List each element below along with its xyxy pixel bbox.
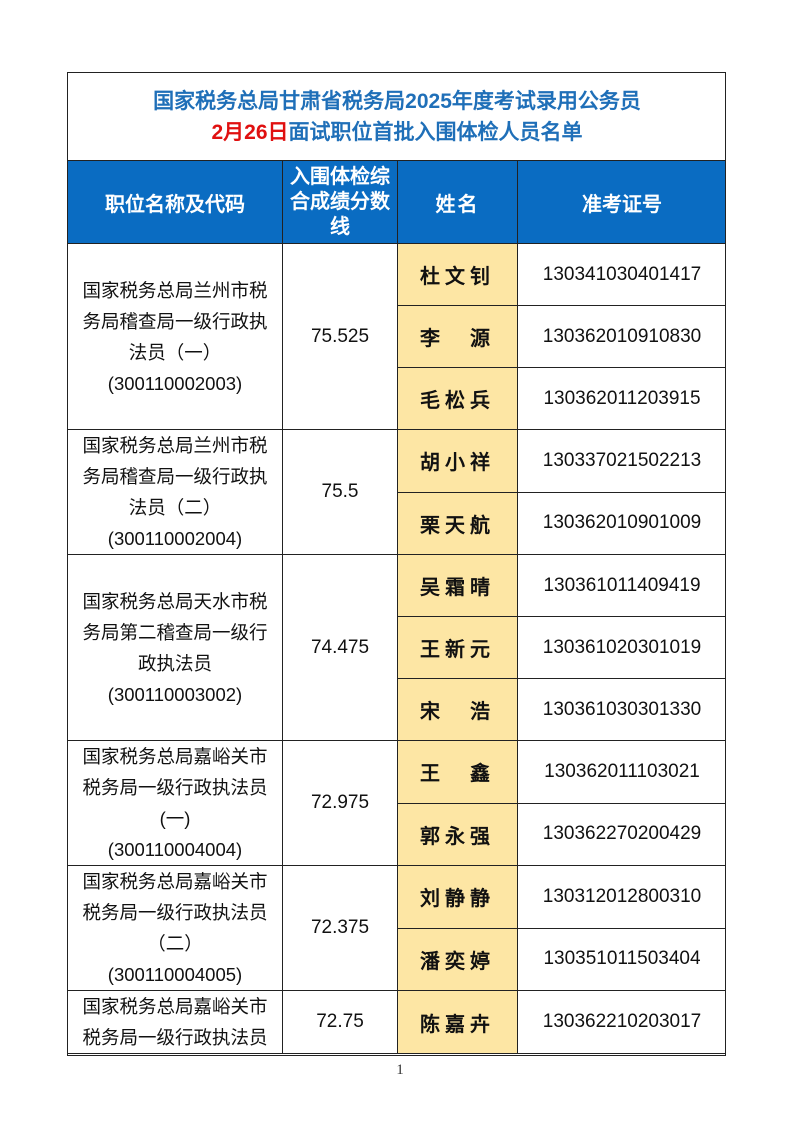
name-cell: 杜文钊 [397, 243, 518, 306]
exam-id-cell: 130361011409419 [516, 554, 725, 617]
position-cell: 国家税务总局兰州市税 务局稽查局一级行政执 法员（二） (30011000200… [68, 429, 283, 555]
page-number: 1 [396, 1062, 404, 1078]
name-cell: 宋 浩 [397, 678, 518, 741]
table-row: 潘奕婷 130351011503404 [68, 927, 725, 991]
name-cell: 郭永强 [397, 802, 518, 866]
candidate-table-frame: 国家税务总局甘肃省税务局2025年度考试录用公务员 2月26日面试职位首批入围体… [67, 72, 726, 1056]
candidate-table: 国家税务总局甘肃省税务局2025年度考试录用公务员 2月26日面试职位首批入围体… [68, 73, 725, 1054]
header-position: 职位名称及代码 [68, 160, 283, 244]
name-cell: 王 鑫 [397, 740, 518, 804]
exam-id-cell: 130362210203017 [516, 990, 725, 1054]
table-row: 国家税务总局兰州市税 务局稽查局一级行政执 法员（一） (30011000200… [68, 243, 725, 430]
score-cell: 72.375 [282, 865, 398, 991]
position-cell: 国家税务总局嘉峪关市 税务局一级行政执法员 (一) (300110004004) [68, 740, 283, 866]
title-line-2: 2月26日面试职位首批入围体检人员名单 [68, 117, 725, 148]
exam-id-cell: 130362011103021 [516, 740, 725, 804]
table-row: 国家税务总局嘉峪关市 税务局一级行政执法员 （二） (300110004005)… [68, 865, 725, 991]
name-cell: 毛松兵 [397, 367, 518, 430]
document-title: 国家税务总局甘肃省税务局2025年度考试录用公务员 2月26日面试职位首批入围体… [68, 73, 725, 161]
position-cell: 国家税务总局天水市税 务局第二稽查局一级行 政执法员 (300110003002… [68, 554, 283, 741]
table-row: 郭永强 130362270200429 [68, 802, 725, 866]
exam-id-cell: 130362011203915 [516, 367, 725, 430]
title-line-1: 国家税务总局甘肃省税务局2025年度考试录用公务员 [153, 89, 641, 113]
score-cell: 72.75 [282, 990, 398, 1054]
name-cell: 李 源 [397, 305, 518, 368]
score-cell: 72.975 [282, 740, 398, 866]
position-cell: 国家税务总局嘉峪关市 税务局一级行政执法员 [68, 990, 283, 1054]
exam-id-cell: 130351011503404 [516, 927, 725, 991]
table-row: 国家税务总局嘉峪关市 税务局一级行政执法员 72.75 陈嘉卉 13036221020… [68, 990, 725, 1054]
name-cell: 陈嘉卉 [397, 990, 518, 1054]
header-score: 入围体检综合成绩分数线 [282, 160, 398, 244]
table-row: 国家税务总局天水市税 务局第二稽查局一级行 政执法员 (300110003002… [68, 554, 725, 741]
exam-id-cell: 130362270200429 [516, 802, 725, 866]
table-row: 王新元 130361020301019 [68, 616, 725, 679]
header-name: 姓名 [397, 160, 518, 244]
position-cell: 国家税务总局嘉峪关市 税务局一级行政执法员 （二） (300110004005) [68, 865, 283, 991]
score-cell: 75.525 [282, 243, 398, 430]
name-cell: 王新元 [397, 616, 518, 679]
exam-id-cell: 130362010910830 [516, 305, 725, 368]
position-cell: 国家税务总局兰州市税 务局稽查局一级行政执 法员（一） (30011000200… [68, 243, 283, 430]
name-cell: 胡小祥 [397, 429, 518, 493]
header-exam-id: 准考证号 [516, 160, 725, 244]
header-row: 职位名称及代码 入围体检综合成绩分数线 姓名 准考证号 [68, 160, 725, 244]
name-cell: 潘奕婷 [397, 927, 518, 991]
score-cell: 74.475 [282, 554, 398, 741]
exam-id-cell: 130361020301019 [516, 616, 725, 679]
table-row: 国家税务总局兰州市税 务局稽查局一级行政执 法员（二） (30011000200… [68, 429, 725, 555]
title-rest: 面试职位首批入围体检人员名单 [288, 120, 583, 144]
exam-id-cell: 130362010901009 [516, 491, 725, 555]
score-cell: 75.5 [282, 429, 398, 555]
table-row: 李 源 130362010910830 [68, 305, 725, 368]
exam-id-cell: 130337021502213 [516, 429, 725, 493]
table-row: 国家税务总局嘉峪关市 税务局一级行政执法员 (一) (300110004004)… [68, 740, 725, 866]
title-date: 2月26日 [211, 120, 289, 144]
name-cell: 栗天航 [397, 491, 518, 555]
table-row: 宋 浩 130361030301330 [68, 678, 725, 741]
name-cell: 吴霜晴 [397, 554, 518, 617]
table-row: 毛松兵 130362011203915 [68, 367, 725, 430]
name-cell: 刘静静 [397, 865, 518, 929]
exam-id-cell: 130312012800310 [516, 865, 725, 929]
exam-id-cell: 130341030401417 [516, 243, 725, 306]
exam-id-cell: 130361030301330 [516, 678, 725, 741]
